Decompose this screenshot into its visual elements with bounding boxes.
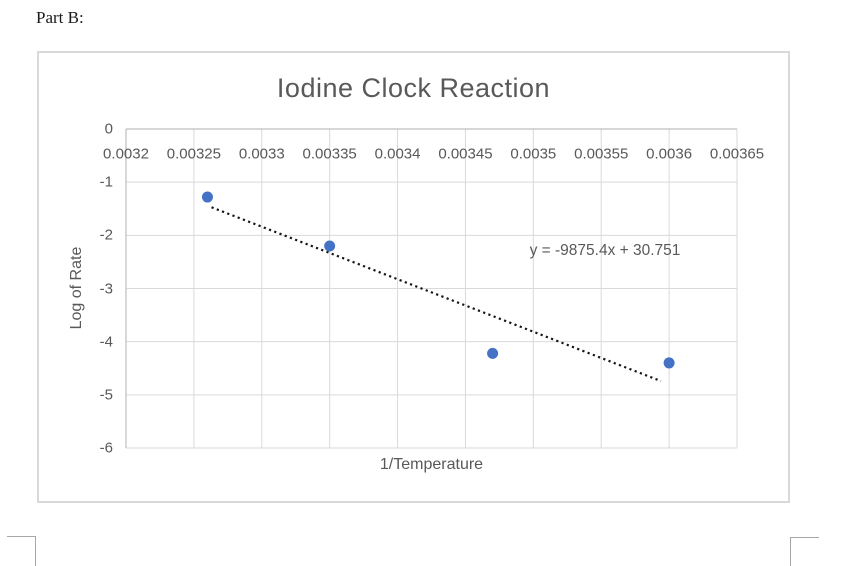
y-tick-label: -4 — [99, 333, 113, 351]
y-tick-label: -2 — [99, 226, 113, 244]
trendline[interactable] — [211, 206, 662, 383]
data-point[interactable] — [487, 347, 499, 359]
chart-title: Iodine Clock Reaction — [276, 73, 551, 103]
trendline-equation-label: y = -9875.4x + 30.751 — [529, 242, 681, 259]
part-label: Part B: — [36, 8, 84, 27]
page-margin-corner-left — [7, 536, 36, 566]
page-margin-corner-right — [790, 537, 819, 566]
data-point[interactable] — [663, 357, 675, 369]
y-tick-label: -3 — [99, 280, 113, 297]
x-tick-label: 0.00365 — [709, 145, 765, 163]
x-tick-label: 0.0035 — [510, 145, 557, 163]
y-tick-label: -5 — [99, 386, 113, 404]
chart-frame[interactable]: Iodine Clock Reaction 0.0032 0.00325 0.003… — [37, 51, 790, 503]
data-point[interactable] — [324, 240, 336, 252]
x-tick-label: 0.00345 — [438, 145, 493, 163]
x-tick-label: 0.00355 — [574, 145, 629, 163]
y-tick-label: 0 — [104, 120, 113, 138]
x-tick-label: 0.0032 — [103, 145, 149, 163]
x-tick-label: 0.00335 — [302, 145, 357, 163]
y-tick-label: -6 — [99, 439, 113, 457]
y-tick-label: -1 — [99, 173, 113, 191]
plot-area — [125, 128, 738, 449]
x-tick-label: 0.0033 — [238, 145, 285, 163]
x-axis-title: 1/Temperature — [379, 456, 484, 473]
x-tick-label: 0.0034 — [374, 145, 421, 163]
x-tick-label: 0.0036 — [646, 145, 693, 163]
x-tick-label: 0.00325 — [166, 145, 221, 163]
data-point[interactable] — [201, 191, 213, 203]
y-axis-title: Log of Rate — [68, 246, 85, 330]
